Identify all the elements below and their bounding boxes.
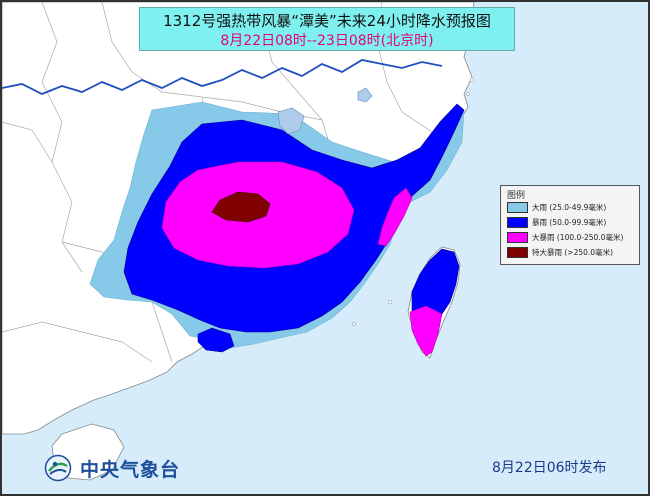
pearl-river-rain-area	[197, 327, 235, 353]
yangtze-river	[2, 59, 443, 95]
legend-swatch-extreme-rainstorm	[507, 247, 528, 258]
legend-swatch-rainstorm	[507, 217, 528, 228]
map-title-box: 1312号强热带风暴“潭美”未来24小时降水预报图 8月22日08时--23日0…	[139, 7, 515, 51]
map-title: 1312号强热带风暴“潭美”未来24小时降水预报图	[163, 12, 491, 30]
legend-item-rainstorm: 暴雨 (50.0-99.9毫米)	[507, 217, 637, 229]
legend-item-extreme-rainstorm: 特大暴雨 (>250.0毫米)	[507, 247, 637, 259]
extreme-rainstorm-area	[211, 191, 271, 223]
coastal-islands	[352, 77, 475, 326]
cma-logo: 中央气象台	[44, 452, 204, 486]
legend-swatch-heavy-rain	[507, 202, 528, 213]
lakes	[277, 87, 373, 135]
taiwan-heavy-rainstorm-area	[409, 305, 443, 357]
issue-time: 8月22日06时发布	[492, 460, 607, 476]
legend: 图例 大雨 (25.0-49.9毫米) 暴雨 (50.0-99.9毫米) 大暴雨…	[500, 185, 640, 265]
legend-label-rainstorm: 暴雨 (50.0-99.9毫米)	[532, 218, 607, 227]
heavy-rainstorm-coastal	[377, 187, 413, 247]
legend-label-heavy-rain: 大雨 (25.0-49.9毫米)	[532, 203, 607, 212]
legend-item-heavy-rain: 大雨 (25.0-49.9毫米)	[507, 202, 637, 214]
cma-logo-text: 中央气象台	[80, 459, 181, 481]
legend-label-extreme-rainstorm: 特大暴雨 (>250.0毫米)	[532, 248, 613, 257]
legend-swatch-heavy-rainstorm	[507, 232, 528, 243]
map-subtitle-time-range: 8月22日08时--23日08时(北京时)	[220, 33, 434, 49]
cma-globe-icon	[44, 454, 72, 482]
legend-item-heavy-rainstorm: 大暴雨 (100.0-250.0毫米)	[507, 232, 637, 244]
legend-title: 图例	[507, 191, 526, 201]
legend-label-heavy-rainstorm: 大暴雨 (100.0-250.0毫米)	[532, 233, 624, 242]
